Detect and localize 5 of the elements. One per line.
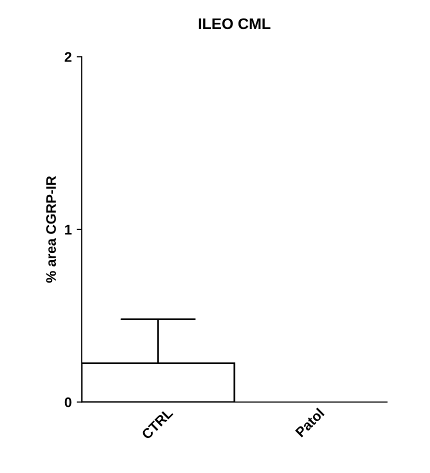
y-tick-label: 0	[64, 397, 72, 408]
y-axis-title: % area CGRP-IR	[46, 176, 56, 283]
y-tick-label: 1	[65, 224, 72, 234]
chart-title: ILEO CML	[198, 18, 270, 30]
y-tick-label: 2	[64, 52, 72, 62]
